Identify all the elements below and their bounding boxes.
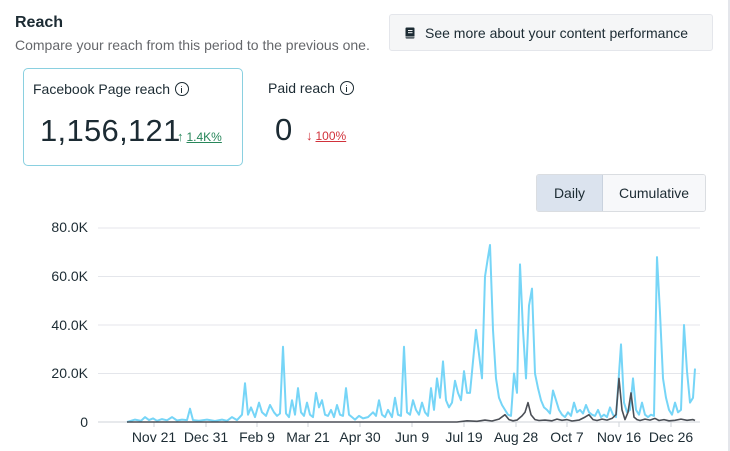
metric-label: Facebook Page reach — [33, 81, 170, 97]
toggle-daily[interactable]: Daily — [537, 175, 603, 211]
metric-delta-value[interactable]: 1.4K% — [186, 129, 222, 144]
y-tick-label: 20.0K — [51, 365, 88, 381]
book-icon — [405, 27, 415, 38]
metric-label: Paid reach — [268, 80, 335, 96]
metric-delta-value[interactable]: 100% — [315, 128, 347, 143]
see-more-label: See more about your content performance — [425, 24, 689, 41]
x-tick-label: Oct 7 — [550, 429, 584, 445]
series-line-previous — [127, 377, 696, 423]
metric-delta: ↑ 1.4K% — [177, 129, 222, 144]
y-tick-label: 60.0K — [51, 268, 88, 284]
section-subtitle: Compare your reach from this period to t… — [15, 37, 370, 53]
metric-card-paid-reach[interactable]: Paid reach 0 ↓ 100% — [258, 68, 408, 166]
y-tick-label: 0 — [80, 414, 88, 430]
x-tick-label: Nov 16 — [596, 429, 642, 445]
info-icon[interactable] — [174, 82, 189, 96]
x-tick-label: Dec 31 — [183, 429, 229, 445]
metric-value: 1,156,121 — [40, 113, 181, 148]
series-line-current — [126, 244, 696, 423]
toggle-cumulative[interactable]: Cumulative — [603, 175, 705, 211]
see-more-button[interactable]: See more about your content performance — [389, 14, 713, 51]
x-tick-label: Dec 26 — [648, 429, 694, 445]
x-tick-label: Jun 9 — [394, 429, 430, 445]
arrow-up-icon: ↑ — [177, 129, 184, 144]
x-tick-label: Nov 21 — [131, 429, 177, 445]
y-tick-label: 40.0K — [51, 317, 88, 333]
view-toggle: Daily Cumulative — [536, 174, 706, 212]
info-icon[interactable] — [339, 81, 354, 95]
section-title: Reach — [15, 14, 64, 31]
x-tick-label: Jul 19 — [445, 429, 483, 445]
arrow-down-icon: ↓ — [306, 128, 313, 143]
metric-label-row: Facebook Page reach — [33, 81, 189, 97]
metric-value: 0 — [275, 112, 293, 147]
x-tick-label: Apr 30 — [339, 429, 381, 445]
x-tick-label: Feb 9 — [239, 429, 275, 445]
y-tick-label: 80.0K — [51, 219, 88, 235]
x-tick-label: Aug 28 — [493, 429, 539, 445]
x-tick-label: Mar 21 — [286, 429, 330, 445]
metric-label-row: Paid reach — [268, 80, 354, 96]
metric-delta: ↓ 100% — [306, 128, 346, 143]
panel-right-border — [728, 0, 730, 451]
metric-card-page-reach[interactable]: Facebook Page reach 1,156,121 ↑ 1.4K% — [23, 68, 243, 166]
